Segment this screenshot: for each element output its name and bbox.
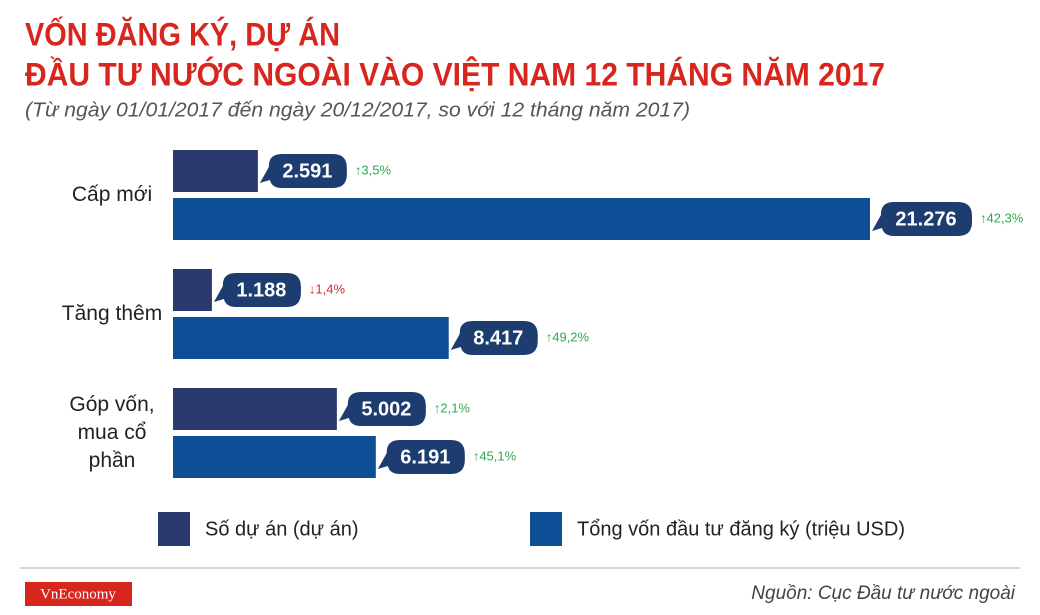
category-label: Cấp mới <box>71 183 153 206</box>
value-label: 1.188 <box>236 279 286 301</box>
chart-subtitle: (Từ ngày 01/01/2017 đến ngày 20/12/2017,… <box>25 99 690 121</box>
callout <box>213 273 301 307</box>
value-label: 8.417 <box>473 327 523 349</box>
callout <box>338 392 426 426</box>
chart-title: ĐẦU TƯ NƯỚC NGOÀI VÀO VIỆT NAM 12 THÁNG … <box>25 56 885 92</box>
change-label: ↑45,1% <box>473 448 517 463</box>
change-label: ↑2,1% <box>434 400 471 415</box>
legend-swatch <box>530 512 562 546</box>
category-label: Góp vốn, mua cổ phần <box>69 393 155 472</box>
bar <box>173 317 449 359</box>
category-label: Tăng thêm <box>61 302 163 325</box>
bar <box>173 198 870 240</box>
legend-label: Số dự án (dự án) <box>205 518 359 540</box>
callout <box>450 321 538 355</box>
callout <box>872 202 972 236</box>
legend-label: Tổng vốn đầu tư đăng ký (triệu USD) <box>577 518 905 540</box>
bar <box>173 150 258 192</box>
change-label: ↑49,2% <box>546 329 590 344</box>
source: Nguồn: Cục Đầu tư nước ngoài <box>751 583 1015 604</box>
value-label: 21.276 <box>895 208 956 230</box>
logo-box <box>25 582 132 606</box>
change-label: ↑42,3% <box>980 210 1024 225</box>
value-label: 2.591 <box>282 160 332 182</box>
change-label: ↑3,5% <box>355 162 392 177</box>
value-label: 5.002 <box>361 398 411 420</box>
bar <box>173 269 212 311</box>
logo: VnEconomy <box>40 586 116 602</box>
callout <box>259 154 347 188</box>
callout <box>377 440 465 474</box>
bar <box>173 436 376 478</box>
change-label: ↓1,4% <box>309 281 346 296</box>
bar <box>173 388 337 430</box>
legend-swatch <box>158 512 190 546</box>
chart-title: VỐN ĐĂNG KÝ, DỰ ÁN <box>25 16 340 52</box>
value-label: 6.191 <box>400 446 450 468</box>
